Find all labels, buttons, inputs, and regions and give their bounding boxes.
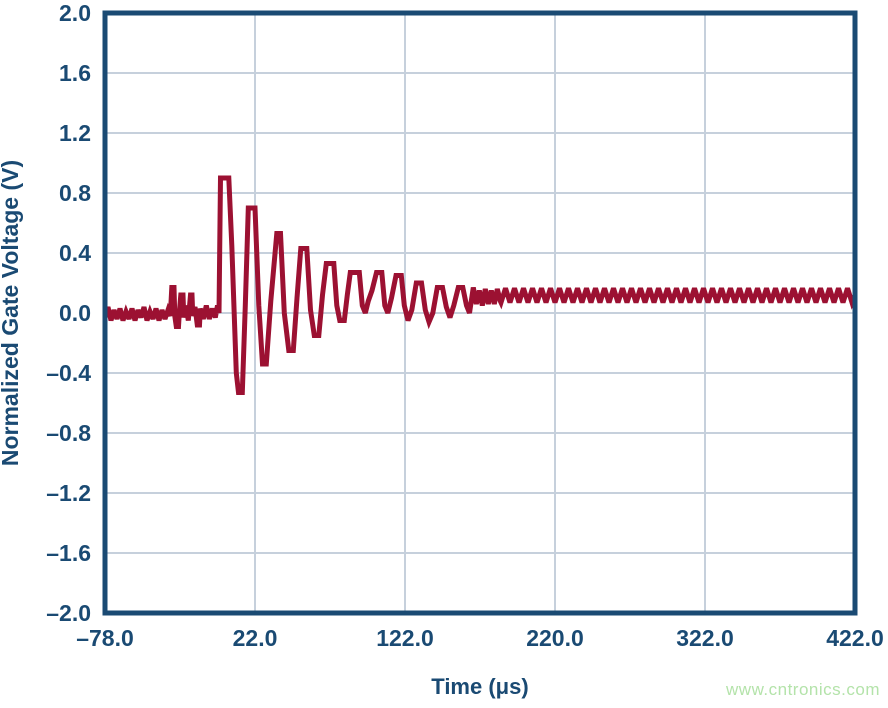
x-tick-label: 220.0 <box>526 625 584 651</box>
plot-border <box>102 10 858 616</box>
y-tick-label: 1.2 <box>59 120 91 146</box>
waveform-trace <box>102 175 858 395</box>
y-tick-label: 0.0 <box>59 300 91 326</box>
y-tick-label: 2.0 <box>59 0 91 26</box>
x-tick-label: 422.0 <box>826 625 884 651</box>
watermark: www.cntronics.com <box>726 680 880 699</box>
y-tick-label: 0.8 <box>59 180 91 206</box>
y-tick-label: 1.6 <box>59 60 91 86</box>
y-tick-label: –0.4 <box>46 360 91 386</box>
y-tick-label: –0.8 <box>46 420 91 446</box>
x-tick-label: 22.0 <box>233 625 278 651</box>
x-tick-label: –78.0 <box>76 625 134 651</box>
x-tick-label: 122.0 <box>376 625 434 651</box>
y-tick-label: –1.6 <box>46 540 91 566</box>
y-axis-title: Normalized Gate Voltage (V) <box>0 159 23 467</box>
x-tick-label: 322.0 <box>676 625 734 651</box>
x-axis-title: Time (μs) <box>431 674 529 699</box>
y-tick-label: 0.4 <box>59 240 91 266</box>
y-tick-label: –2.0 <box>46 600 91 626</box>
y-tick-label: –1.2 <box>46 480 91 506</box>
